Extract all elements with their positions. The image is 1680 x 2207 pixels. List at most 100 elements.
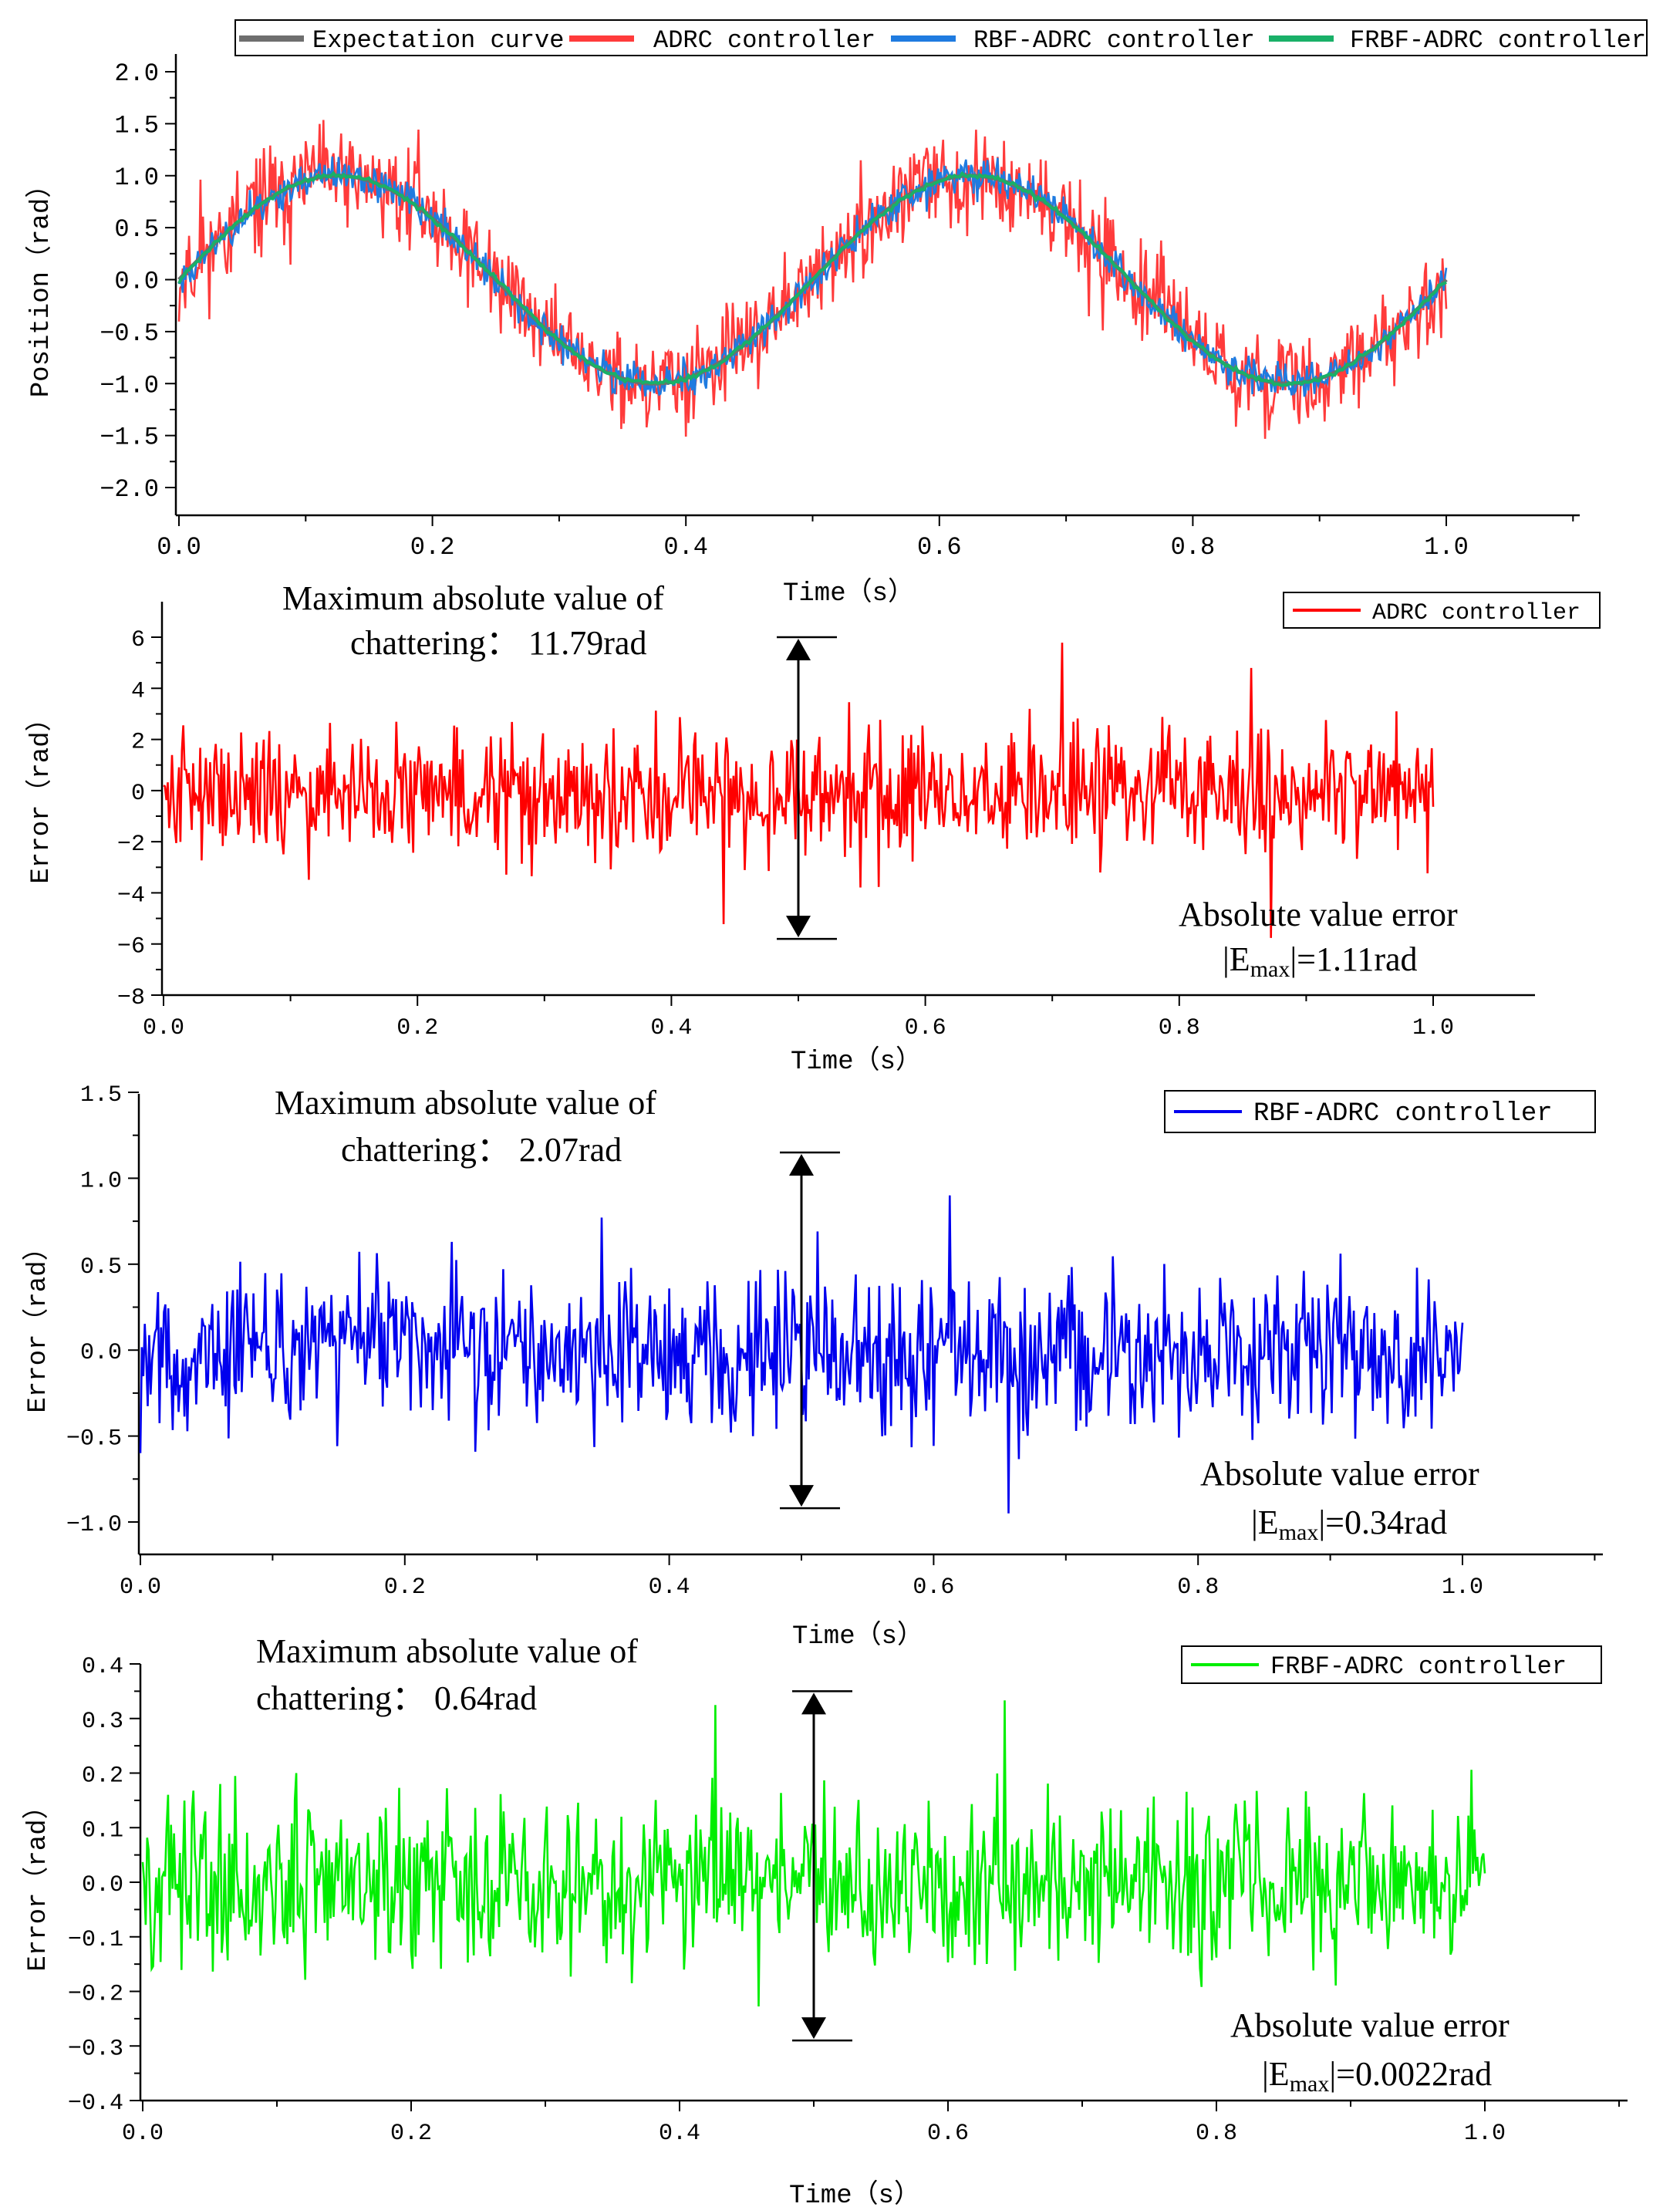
chattering-label-line1: Maximum absolute value of <box>282 579 664 617</box>
x-tick-label: 0.0 <box>157 533 201 562</box>
series-frbf-adrc-position <box>177 170 1447 387</box>
y-tick-label: −2.0 <box>100 475 159 504</box>
y-tick-label: −6 <box>117 934 145 960</box>
abs-error-value: |Emax|=0.0022rad <box>1262 2055 1492 2097</box>
y-axis-title: Position（rad） <box>25 172 56 397</box>
chattering-arrow <box>777 636 837 940</box>
legend-frbf_error: FRBF-ADRC controller <box>1181 1645 1602 1684</box>
abs-error-suffix: |=0.34rad <box>1318 1503 1447 1541</box>
chattering-label-line1: Maximum absolute value of <box>275 1084 656 1122</box>
legend-adrc_error: ADRC controller <box>1283 592 1601 629</box>
x-tick-label: 1.0 <box>1424 533 1469 562</box>
legend-rbf_error: RBF-ADRC controller <box>1164 1090 1596 1133</box>
y-tick-label: −1.5 <box>100 424 159 452</box>
arrow-head-down <box>801 2017 826 2040</box>
x-tick-label: 0.8 <box>1159 1015 1200 1041</box>
chattering-label-line2: chattering： 11.79rad <box>350 624 646 662</box>
abs-error-suffix: |=1.11rad <box>1290 940 1417 978</box>
y-tick-label: −0.5 <box>66 1426 122 1453</box>
arrow-head-down <box>786 916 811 938</box>
chattering-label-line2: chattering： 0.64rad <box>256 1679 537 1717</box>
annotations-rbf_error: Maximum absolute value of chattering： 2.0… <box>275 1084 1479 1545</box>
axes-position: 0.0 0.2 0.4 0.6 0.8 1.0 2.0 1.5 1.0 0.5 0.0 −0.5 −1.… <box>25 54 1580 609</box>
y-axis-title: Error（rad） <box>22 1234 53 1412</box>
x-tick-label: 1.0 <box>1442 1574 1483 1601</box>
x-tick-label: 0.0 <box>143 1015 184 1041</box>
abs-error-label-line1: Absolute value error <box>1179 896 1458 933</box>
x-tick-label: 0.6 <box>927 2121 969 2147</box>
abs-error-prefix: |E <box>1251 1503 1279 1541</box>
x-tick-label: 0.0 <box>120 1574 161 1601</box>
abs-error-value: |Emax|=0.34rad <box>1251 1503 1447 1545</box>
axes-adrc_error: 0.0 0.2 0.4 0.6 0.8 1.0 6 4 2 0 −2 −4 −6 −8 Time（s） Err… <box>25 602 1535 1077</box>
x-tick-label: 0.8 <box>1171 533 1216 562</box>
y-tick-label: 2.0 <box>114 59 159 88</box>
y-axis-title: Error（rad） <box>22 1793 53 1971</box>
y-tick-label: 0.0 <box>82 1872 123 1898</box>
x-tick-label: 1.0 <box>1464 2121 1506 2147</box>
legend-label: ADRC controller <box>1372 600 1580 626</box>
y-tick-label: 1.5 <box>80 1082 122 1109</box>
arrow-head-up <box>801 1692 826 1715</box>
series-rbf-adrc-position <box>177 156 1448 397</box>
abs-error-label-line1: Absolute value error <box>1230 2006 1510 2044</box>
y-tick-label: 0.5 <box>114 215 159 244</box>
y-tick-label: 2 <box>131 730 145 756</box>
y-tick-label: 0.1 <box>82 1817 123 1844</box>
abs-error-subscript: max <box>1279 1520 1319 1545</box>
x-tick-label: 0.8 <box>1177 1574 1219 1601</box>
x-tick-label: 0.8 <box>1196 2121 1237 2147</box>
legend-label: FRBF-ADRC controller <box>1270 1652 1567 1681</box>
abs-error-label-line1: Absolute value error <box>1200 1455 1479 1493</box>
legend-label: Expectation curve <box>312 26 564 55</box>
y-tick-label: −0.2 <box>68 1982 123 2008</box>
x-tick-label: 0.4 <box>659 2121 700 2147</box>
abs-error-prefix: |E <box>1223 940 1250 978</box>
x-axis-title: Time（s） <box>789 2179 920 2207</box>
legend-label: RBF-ADRC controller <box>1253 1099 1553 1129</box>
arrow-head-up <box>789 1153 814 1176</box>
y-tick-label: 0 <box>131 781 145 807</box>
y-tick-label: 1.0 <box>80 1168 122 1194</box>
x-tick-label: 0.2 <box>390 2121 432 2147</box>
y-tick-label: 0.0 <box>80 1340 122 1366</box>
arrow-head-up <box>786 639 811 660</box>
y-tick-label: 4 <box>131 678 145 704</box>
y-tick-label: 1.0 <box>114 164 159 192</box>
y-tick-label: −1.0 <box>100 371 159 400</box>
chattering-label-line1: Maximum absolute value of <box>256 1632 638 1670</box>
y-tick-label: −1.0 <box>66 1512 122 1538</box>
abs-error-subscript: max <box>1250 957 1290 982</box>
x-tick-label: 1.0 <box>1412 1015 1454 1041</box>
y-tick-label: 0.0 <box>114 268 159 296</box>
x-tick-label: 0.0 <box>122 2121 164 2147</box>
x-tick-label: 0.4 <box>663 533 708 562</box>
x-tick-label: 0.4 <box>650 1015 692 1041</box>
y-tick-label: −0.5 <box>100 319 159 348</box>
x-axis-title: Time（s） <box>792 1620 923 1652</box>
x-tick-label: 0.2 <box>384 1574 426 1601</box>
y-tick-label: 1.5 <box>114 111 159 140</box>
y-tick-label: 6 <box>131 627 145 653</box>
y-tick-label: −0.4 <box>68 2091 123 2117</box>
x-tick-label: 0.6 <box>913 1574 954 1601</box>
y-axis-title: Error（rad） <box>25 705 56 883</box>
legend-label: FRBF-ADRC controller <box>1350 26 1646 55</box>
chattering-arrow <box>792 1690 852 2042</box>
annotations-frbf_error: Maximum absolute value of chattering： 0.6… <box>256 1632 1510 2097</box>
series-adrc-position <box>177 120 1448 439</box>
y-tick-label: −8 <box>117 985 145 1011</box>
y-tick-label: 0.3 <box>82 1709 123 1735</box>
abs-error-suffix: |=0.0022rad <box>1329 2055 1492 2093</box>
chattering-label-line2: chattering： 2.07rad <box>341 1131 622 1169</box>
x-tick-label: 0.6 <box>917 533 962 562</box>
x-tick-label: 0.2 <box>410 533 455 562</box>
x-tick-label: 0.2 <box>396 1015 438 1041</box>
axes-rbf_error: 0.0 0.2 0.4 0.6 0.8 1.0 1.5 1.0 0.5 0.0 −0.5 −1.0 Ti… <box>22 1082 1603 1652</box>
axes-frbf_error: 0.0 0.2 0.4 0.6 0.8 1.0 0.4 0.3 0.2 0.1 0.0 −0.1 −0.… <box>22 1654 1628 2207</box>
y-tick-label: −0.3 <box>68 2036 123 2062</box>
legend-position: Expectation curve ADRC controller RBF-ADRC… <box>234 19 1648 56</box>
y-tick-label: −4 <box>117 882 145 909</box>
annotations-adrc_error: Maximum absolute value of chattering： 11.… <box>282 579 1458 982</box>
